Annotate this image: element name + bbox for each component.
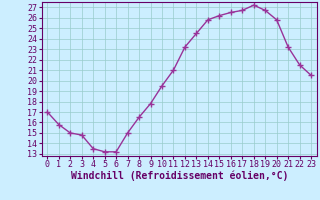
X-axis label: Windchill (Refroidissement éolien,°C): Windchill (Refroidissement éolien,°C) [70,171,288,181]
